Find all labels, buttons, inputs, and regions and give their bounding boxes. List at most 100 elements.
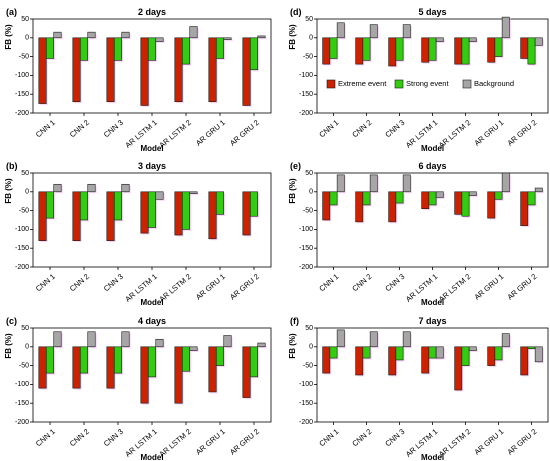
legend-swatch-strong	[394, 79, 404, 89]
bar-background	[435, 346, 444, 359]
x-axis-label: Model	[421, 453, 444, 461]
bar-extreme	[106, 346, 115, 389]
bar-extreme	[106, 37, 115, 103]
y-tick-label: 0	[309, 344, 313, 351]
bar-background	[468, 346, 477, 351]
bar-strong	[329, 37, 338, 59]
bar-extreme	[388, 346, 397, 376]
bar-extreme	[487, 191, 496, 219]
bar-strong	[461, 37, 470, 65]
bar-extreme	[520, 191, 529, 226]
bar-strong	[527, 191, 536, 206]
bar-extreme	[355, 191, 364, 223]
bar-background	[369, 174, 378, 193]
bar-strong	[362, 191, 371, 206]
bar-background	[468, 191, 477, 196]
bar-background	[402, 174, 411, 193]
bar-background	[402, 331, 411, 348]
bar-background	[121, 31, 130, 39]
y-tick-label: -100	[299, 72, 313, 79]
y-tick-label: 50	[21, 325, 29, 332]
bar-background	[257, 342, 266, 348]
bar-extreme	[322, 191, 331, 221]
bar-extreme	[520, 346, 529, 376]
x-axis-label: Model	[140, 144, 163, 153]
bar-extreme	[38, 37, 47, 104]
y-tick-label: -200	[299, 264, 313, 271]
bar-extreme	[72, 37, 81, 103]
bar-strong	[249, 346, 259, 378]
bar-extreme	[208, 191, 217, 240]
bar-strong	[113, 191, 123, 221]
bar-extreme	[355, 37, 364, 65]
y-tick-label: -50	[19, 207, 29, 214]
bar-background	[53, 331, 62, 348]
bar-strong	[494, 37, 503, 57]
bar-extreme	[174, 346, 183, 404]
bar-background	[223, 335, 232, 348]
bar-strong	[181, 346, 191, 372]
y-tick-label: -150	[299, 245, 313, 252]
bar-strong	[45, 346, 55, 374]
bar-strong	[79, 37, 89, 61]
bar-extreme	[174, 191, 183, 236]
bar-extreme	[322, 346, 331, 374]
panel-label: (b)	[6, 161, 18, 171]
bar-strong	[147, 37, 157, 61]
y-axis-label: FB (%)	[4, 178, 13, 204]
y-tick-label: -200	[15, 110, 29, 117]
panel-title: 4 days	[138, 316, 166, 326]
bar-strong	[113, 37, 123, 61]
bar-strong	[215, 37, 225, 59]
y-axis-label: FB (%)	[288, 178, 297, 204]
legend: Extreme event Strong event Background	[326, 79, 514, 89]
y-tick-label: -100	[15, 381, 29, 388]
bar-extreme	[355, 346, 364, 376]
bar-strong	[428, 346, 437, 359]
bar-background	[87, 31, 96, 39]
y-tick-label: -100	[299, 381, 313, 388]
bar-strong	[527, 37, 536, 65]
y-tick-label: -150	[299, 91, 313, 98]
panel-title: 6 days	[418, 161, 446, 171]
y-tick-label: 50	[305, 16, 313, 23]
bar-extreme	[242, 346, 251, 398]
bar-strong	[79, 346, 89, 374]
bar-strong	[527, 346, 536, 349]
y-tick-label: 0	[309, 189, 313, 196]
bar-background	[369, 24, 378, 39]
bar-extreme	[72, 191, 81, 241]
bar-background	[121, 183, 130, 193]
legend-label: Background	[474, 79, 514, 88]
bar-strong	[249, 191, 259, 217]
bar-extreme	[487, 37, 496, 63]
bar-strong	[329, 346, 338, 359]
y-tick-label: -100	[15, 72, 29, 79]
bar-extreme	[421, 37, 430, 63]
bar-extreme	[140, 346, 149, 404]
bar-extreme	[208, 37, 217, 103]
bar-extreme	[388, 191, 397, 223]
panel-title: 2 days	[138, 7, 166, 17]
bar-extreme	[388, 37, 397, 67]
panel-label: (c)	[6, 316, 17, 326]
y-axis-label: FB (%)	[4, 333, 13, 359]
y-tick-label: 50	[21, 170, 29, 177]
legend-label: Extreme event	[338, 79, 387, 88]
bar-background	[435, 37, 444, 42]
bar-background	[435, 191, 444, 198]
y-tick-label: -200	[299, 419, 313, 426]
bar-background	[336, 329, 345, 348]
y-tick-label: 50	[305, 170, 313, 177]
bar-extreme	[38, 191, 47, 241]
bar-background	[534, 37, 543, 46]
bar-shadow	[529, 348, 537, 351]
x-axis-label: Model	[140, 453, 163, 461]
bar-strong	[147, 346, 157, 378]
bar-shadow	[191, 193, 199, 196]
bar-shadow	[259, 37, 267, 40]
bar-extreme	[140, 191, 149, 234]
y-tick-label: 50	[305, 325, 313, 332]
bar-extreme	[487, 346, 496, 366]
